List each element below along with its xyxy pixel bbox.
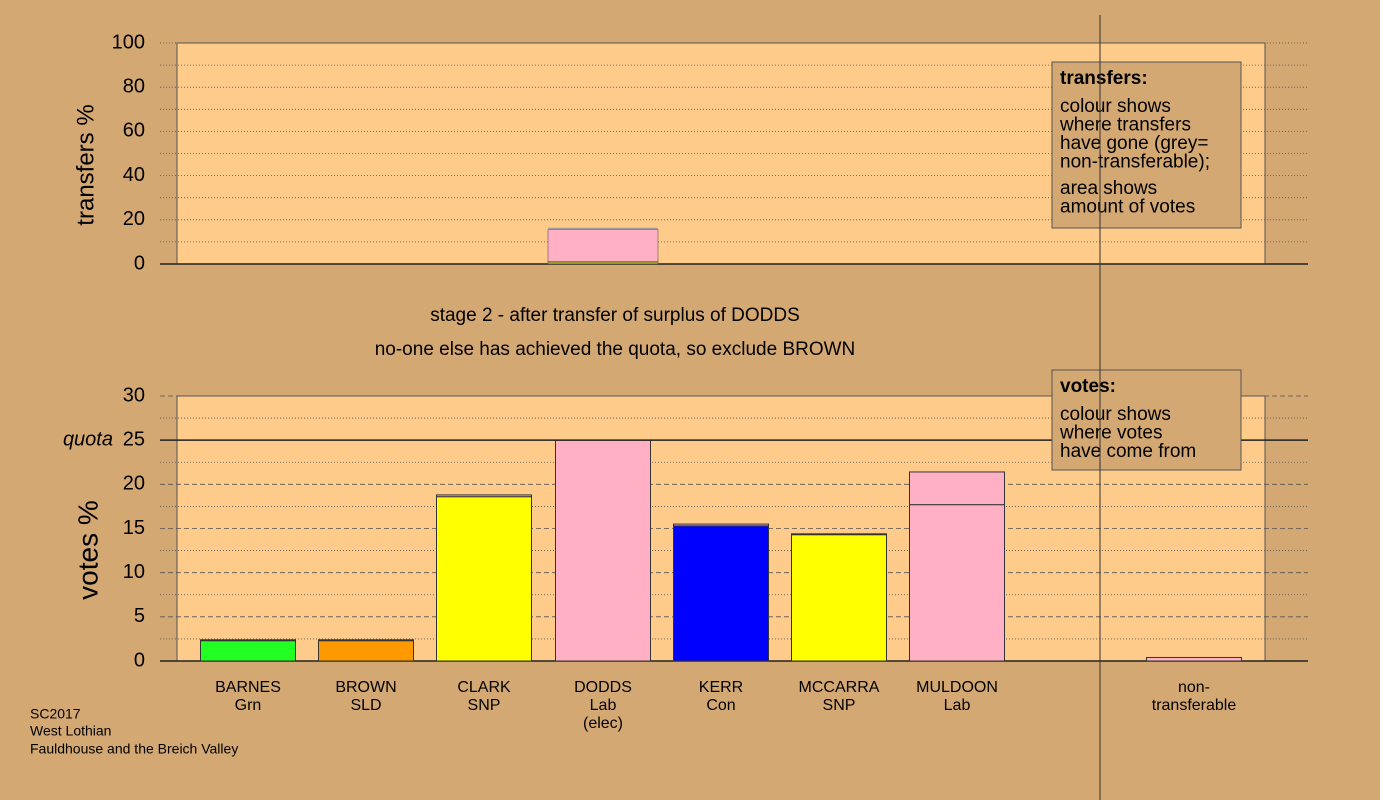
legend-text: have come from (1060, 441, 1196, 462)
x-tick-label: Grn (235, 697, 262, 714)
bar-segment (673, 525, 769, 662)
y-tick-label: 20 (123, 208, 145, 230)
y-tick-label: 15 (123, 517, 145, 539)
legend-text: have gone (grey= (1060, 133, 1208, 154)
x-tick-label: SLD (350, 697, 381, 714)
legend-box (1051, 61, 1242, 229)
y-tick-label: 10 (123, 561, 145, 583)
legend-text: where transfers (1059, 115, 1191, 136)
legend-text: colour shows (1060, 96, 1171, 117)
stage-text: no-one else has achieved the quota, so e… (375, 339, 856, 360)
bar-segment (200, 639, 296, 642)
footer: Fauldhouse and the Breich Valley (30, 741, 238, 757)
x-tick-label: MCCARRA (799, 679, 880, 696)
bar-segment (791, 533, 887, 536)
y-tick-label: 30 (123, 384, 145, 406)
footer: SC2017 (30, 706, 81, 722)
legend-text: where votes (1059, 423, 1162, 444)
legend-title: votes: (1060, 376, 1116, 397)
x-tick-label: Lab (944, 697, 971, 714)
bar-segment (436, 494, 532, 498)
y-tick-label: 40 (123, 164, 145, 186)
y-tick-label: 100 (112, 31, 145, 53)
y-tick-label: 80 (123, 75, 145, 97)
x-tick-label: SNP (468, 697, 501, 714)
y-axis-label: votes % (72, 500, 103, 600)
x-tick-label: Con (706, 697, 735, 714)
transfer-segment (547, 229, 659, 262)
bar-segment (673, 523, 769, 527)
x-tick-label: Lab (590, 697, 617, 714)
y-tick-label: 60 (123, 120, 145, 142)
x-tick-label: KERR (699, 679, 743, 696)
bar-segment (555, 439, 651, 662)
y-tick-label: 20 (123, 473, 145, 495)
bar-segment (200, 640, 296, 662)
legend-box (1051, 369, 1242, 471)
bar-segment (791, 534, 887, 662)
bar-segment (909, 504, 1005, 662)
legend-text: non-transferable); (1060, 152, 1210, 173)
x-tick-label: BARNES (215, 679, 281, 696)
legend-title: transfers: (1060, 68, 1148, 89)
x-tick-label: transferable (1152, 697, 1237, 714)
bar-segment (318, 640, 414, 662)
stage-text: stage 2 - after transfer of surplus of D… (430, 305, 800, 326)
y-axis-label: transfers % (72, 104, 99, 225)
y-tick-label: 5 (134, 605, 145, 627)
x-tick-label: (elec) (583, 715, 623, 732)
x-tick-label: BROWN (335, 679, 396, 696)
legend-text: amount of votes (1060, 197, 1195, 218)
x-tick-label: DODDS (574, 679, 632, 696)
bar-segment (318, 639, 414, 642)
bar-segment (1146, 656, 1242, 662)
x-tick-label: CLARK (457, 679, 511, 696)
x-tick-label: MULDOON (916, 679, 998, 696)
legend-text: colour shows (1060, 404, 1171, 425)
bar-segment (436, 496, 532, 662)
transfer-segment (548, 227, 658, 230)
y-tick-label: 25 (123, 428, 145, 450)
quota-label: quota (63, 428, 113, 450)
footer: West Lothian (30, 723, 111, 739)
legend-text: area shows (1060, 178, 1157, 199)
y-tick-label: 0 (134, 649, 145, 671)
y-tick-label: 0 (134, 252, 145, 274)
x-tick-label: non- (1178, 679, 1210, 696)
bar-segment (909, 471, 1005, 506)
x-tick-label: SNP (823, 697, 856, 714)
